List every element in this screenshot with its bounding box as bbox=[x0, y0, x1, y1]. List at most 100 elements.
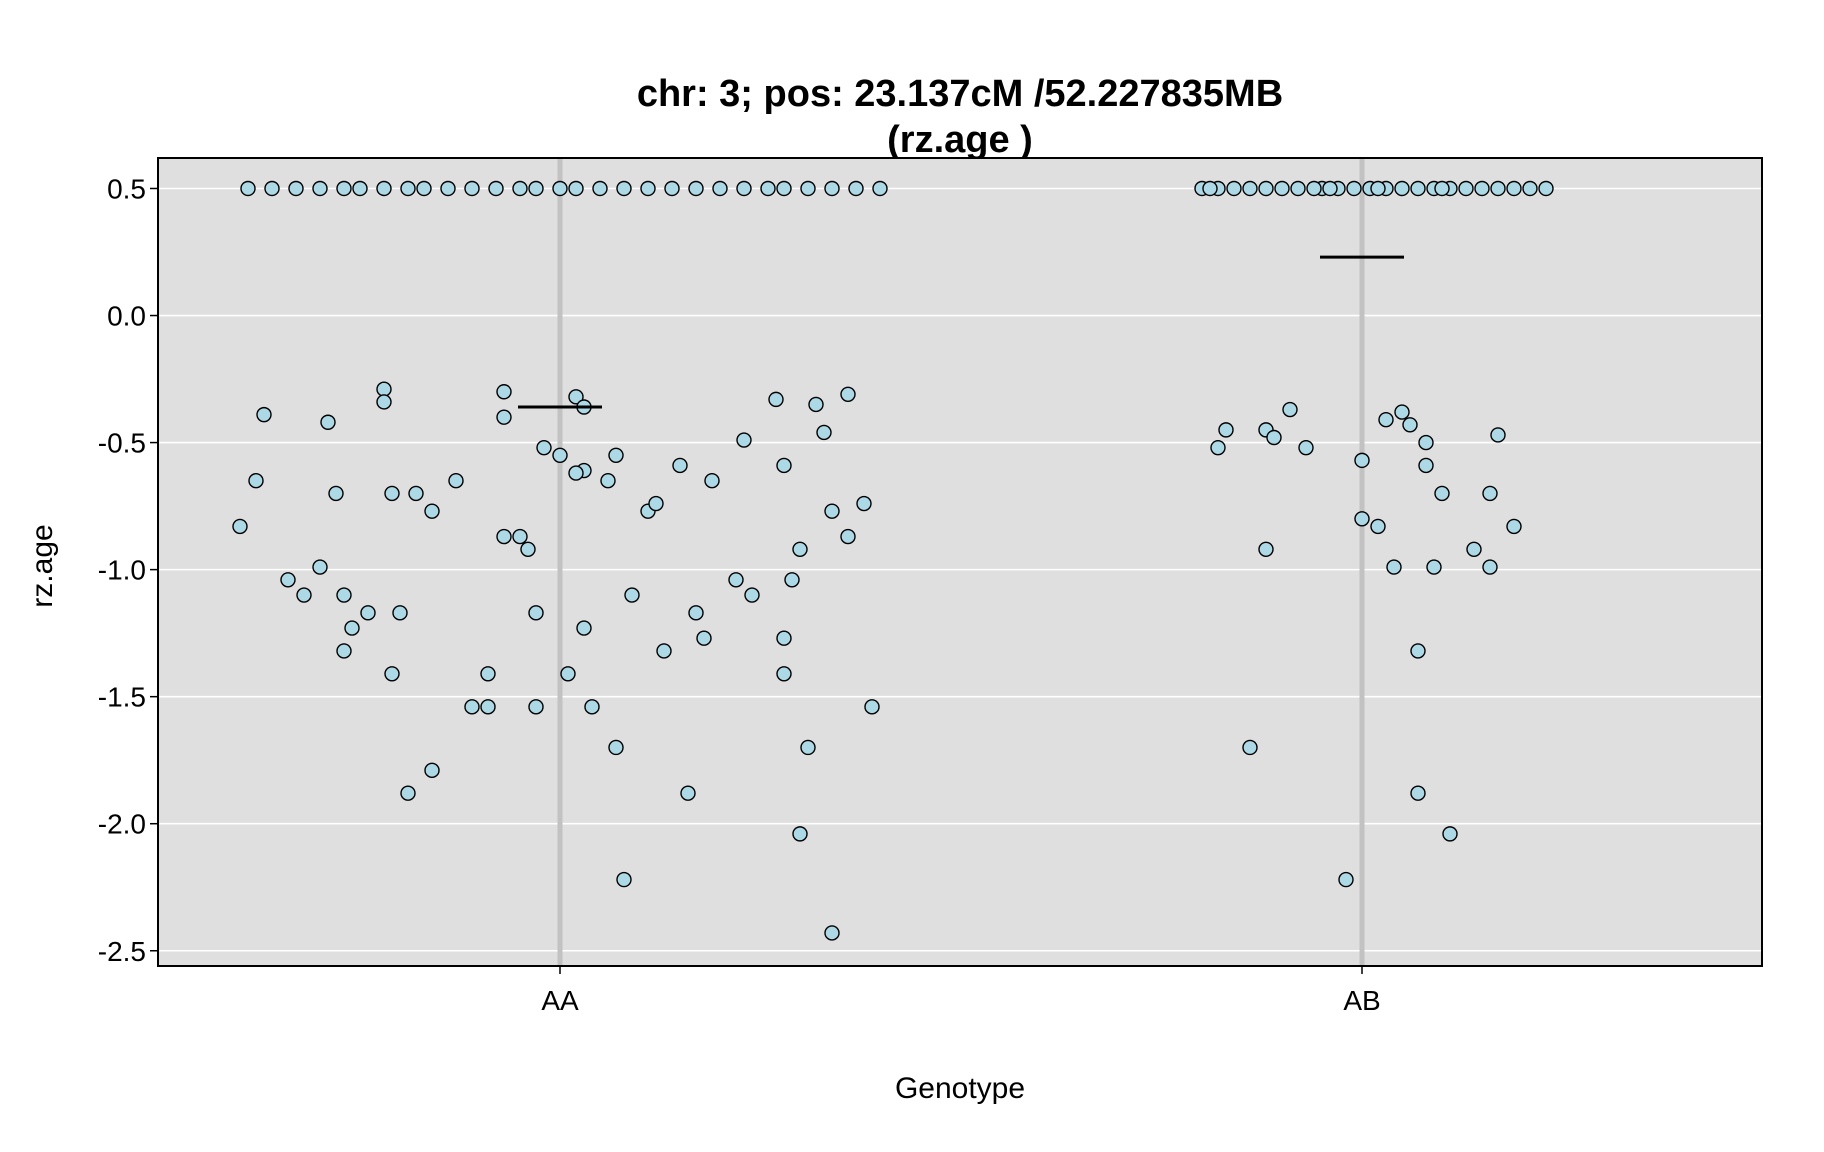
data-point bbox=[1202, 180, 1218, 197]
y-tick-label: -1.0 bbox=[98, 555, 146, 586]
data-point bbox=[1474, 180, 1490, 197]
data-point bbox=[392, 605, 408, 621]
data-point bbox=[840, 528, 856, 545]
data-point bbox=[1466, 541, 1482, 557]
data-point bbox=[1394, 404, 1410, 420]
data-point bbox=[576, 620, 592, 636]
data-point bbox=[1322, 180, 1338, 197]
data-point bbox=[864, 699, 880, 715]
data-point bbox=[312, 180, 328, 197]
data-point bbox=[1522, 180, 1538, 197]
data-point bbox=[1434, 485, 1450, 502]
data-point bbox=[240, 180, 256, 197]
data-point bbox=[1218, 422, 1234, 438]
data-point bbox=[496, 409, 512, 425]
data-point bbox=[528, 699, 544, 715]
data-point bbox=[1402, 417, 1418, 433]
x-axis-ticks: AA AB bbox=[541, 966, 1381, 1016]
data-point bbox=[320, 414, 336, 430]
data-point bbox=[728, 572, 744, 588]
data-point bbox=[1538, 180, 1554, 197]
y-axis-ticks: 0.5 0.0 -0.5 -1.0 -1.5 -2.0 -2.5 bbox=[98, 173, 158, 967]
data-point bbox=[512, 528, 528, 545]
data-point bbox=[1338, 871, 1354, 888]
data-point bbox=[616, 871, 632, 888]
data-point bbox=[256, 406, 272, 423]
data-point bbox=[464, 699, 480, 715]
plot-panel bbox=[158, 158, 1762, 966]
data-point bbox=[336, 587, 352, 603]
data-point bbox=[568, 389, 584, 405]
data-point bbox=[560, 666, 576, 682]
data-point bbox=[552, 180, 568, 197]
data-point bbox=[1442, 826, 1458, 842]
data-point bbox=[688, 180, 704, 197]
data-point bbox=[688, 605, 704, 621]
data-point bbox=[528, 605, 544, 621]
data-point bbox=[328, 485, 344, 502]
data-point bbox=[696, 630, 712, 646]
data-point bbox=[488, 180, 504, 197]
data-point bbox=[848, 180, 864, 197]
data-point bbox=[872, 180, 888, 197]
data-point bbox=[1418, 434, 1434, 451]
data-point bbox=[416, 180, 432, 197]
data-point bbox=[776, 666, 792, 682]
data-point bbox=[296, 587, 312, 603]
data-point bbox=[784, 572, 800, 588]
data-point bbox=[1274, 180, 1290, 197]
data-point bbox=[824, 503, 840, 519]
data-point bbox=[376, 394, 392, 410]
plot-border bbox=[157, 157, 1763, 967]
y-tick-label: 0.0 bbox=[107, 301, 146, 332]
data-point bbox=[1394, 180, 1410, 197]
data-point bbox=[280, 572, 296, 588]
data-point bbox=[264, 180, 280, 197]
data-point bbox=[400, 785, 416, 801]
data-point bbox=[464, 180, 480, 197]
data-point bbox=[1354, 452, 1370, 469]
data-point bbox=[448, 472, 464, 489]
mean-lines bbox=[518, 255, 1404, 409]
data-point bbox=[792, 541, 808, 557]
data-point bbox=[792, 826, 808, 842]
data-point bbox=[1482, 559, 1498, 575]
data-point bbox=[520, 541, 536, 557]
data-point bbox=[736, 432, 752, 448]
data-point bbox=[640, 180, 656, 197]
data-point bbox=[248, 472, 264, 489]
data-point bbox=[536, 439, 552, 456]
y-tick-label: -2.0 bbox=[98, 809, 146, 840]
data-point bbox=[1386, 559, 1402, 575]
data-point bbox=[360, 605, 376, 621]
data-point bbox=[1410, 643, 1426, 659]
data-point bbox=[736, 180, 752, 197]
data-point bbox=[424, 503, 440, 519]
data-point bbox=[592, 180, 608, 197]
data-point bbox=[1266, 429, 1282, 446]
data-point bbox=[800, 180, 816, 197]
data-point bbox=[496, 384, 512, 400]
data-point bbox=[1242, 739, 1258, 756]
data-point bbox=[768, 391, 784, 408]
gridlines bbox=[158, 187, 1762, 952]
data-point bbox=[744, 587, 760, 603]
data-point bbox=[616, 180, 632, 197]
data-point bbox=[496, 528, 512, 545]
data-point bbox=[704, 472, 720, 489]
x-axis-label: Genotype bbox=[895, 1072, 1025, 1105]
data-point bbox=[624, 587, 640, 603]
data-point bbox=[1410, 180, 1426, 197]
data-point bbox=[800, 739, 816, 756]
data-point bbox=[1354, 511, 1370, 527]
data-point bbox=[672, 457, 688, 474]
data-point bbox=[664, 180, 680, 197]
data-point bbox=[1458, 180, 1474, 197]
data-point bbox=[776, 180, 792, 197]
data-point bbox=[480, 666, 496, 682]
data-point bbox=[1242, 180, 1258, 197]
chart-title: chr: 3; pos: 23.137cM /52.227835MB bbox=[637, 73, 1283, 115]
data-point bbox=[440, 180, 456, 197]
data-point bbox=[568, 180, 584, 197]
